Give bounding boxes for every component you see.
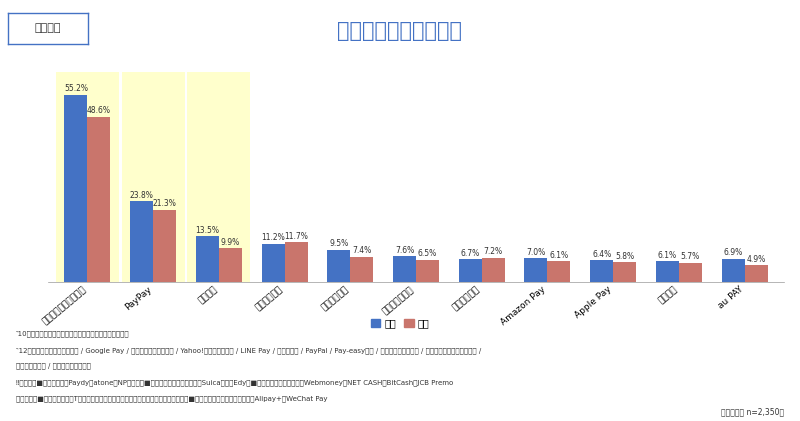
Text: ‶10位までの決済手段を表示（同率の場合はすべて表示）: ‶10位までの決済手段を表示（同率の場合はすべて表示） <box>16 330 130 337</box>
Text: 5.8%: 5.8% <box>615 252 634 261</box>
Bar <box>656 261 679 282</box>
Text: 6.7%: 6.7% <box>461 249 480 258</box>
Bar <box>613 262 636 282</box>
Bar <box>722 258 745 282</box>
Text: 4.9%: 4.9% <box>746 255 766 264</box>
Text: 中華系決済 / その他（自由回答）: 中華系決済 / その他（自由回答） <box>16 362 91 369</box>
Bar <box>350 257 374 282</box>
Text: 21.3%: 21.3% <box>153 199 177 208</box>
Text: 7.4%: 7.4% <box>352 246 371 255</box>
Bar <box>187 72 250 282</box>
Text: 9.5%: 9.5% <box>329 239 349 248</box>
Bar <box>679 263 702 282</box>
Text: デジコン: デジコン <box>34 24 62 33</box>
Text: よく利用する決済手段: よく利用する決済手段 <box>338 21 462 41</box>
Text: 7.6%: 7.6% <box>395 245 414 255</box>
Text: 55.2%: 55.2% <box>64 84 88 93</box>
Text: 6.9%: 6.9% <box>723 248 742 257</box>
Legend: 男性, 女性: 男性, 女性 <box>367 314 433 332</box>
Bar <box>482 258 505 282</box>
Text: 11.2%: 11.2% <box>261 233 285 242</box>
Bar <box>416 260 439 282</box>
Bar <box>590 260 613 282</box>
Bar <box>130 201 153 282</box>
Bar <box>219 248 242 282</box>
Text: 6.1%: 6.1% <box>550 250 569 260</box>
Text: 6.1%: 6.1% <box>658 250 677 260</box>
Text: 13.5%: 13.5% <box>195 226 219 234</box>
Bar <box>153 210 176 282</box>
Text: 5.7%: 5.7% <box>681 252 700 261</box>
Bar <box>285 242 307 282</box>
Text: ‶12位以降の選択肢：口座振替 / Google Pay / プリペイドカード決済 / Yahoo!ウォレット決済 / LINE Pay / 後払い決済 / P: ‶12位以降の選択肢：口座振替 / Google Pay / プリペイドカード決… <box>16 347 482 354</box>
Text: ‼各内訳　■後払い決済：Paydy、atone、NP後払い　■電子マネー決済：モバイルSuica、楽天Edy　■プリペイドカード決済：Webmoney、NET : ‼各内訳 ■後払い決済：Paydy、atone、NP後払い ■電子マネー決済：モ… <box>16 379 454 386</box>
Bar <box>196 236 219 282</box>
Bar <box>262 244 285 282</box>
Text: 7.0%: 7.0% <box>526 248 546 257</box>
Bar <box>327 250 350 282</box>
Text: 6.5%: 6.5% <box>418 249 437 258</box>
Text: 23.8%: 23.8% <box>130 191 154 200</box>
Bar <box>393 256 416 282</box>
Text: 9.9%: 9.9% <box>221 238 240 247</box>
Bar <box>745 265 767 282</box>
Bar <box>122 72 185 282</box>
Text: （複数選択 n=2,350）: （複数選択 n=2,350） <box>721 408 784 417</box>
Bar <box>525 258 547 282</box>
Bar <box>458 259 482 282</box>
Bar <box>547 261 570 282</box>
Text: 7.2%: 7.2% <box>484 247 502 256</box>
Bar <box>56 72 119 282</box>
Bar <box>87 117 110 282</box>
Text: 11.7%: 11.7% <box>284 232 308 241</box>
Bar <box>65 95 87 282</box>
Text: 48.6%: 48.6% <box>87 107 111 115</box>
Text: ■ポイント決済：Tポイントプログラム、永久不滅ポイント、ネットマイル　■中華系決済：銀貜ネット決済、Alipay+、WeChat Pay: ■ポイント決済：Tポイントプログラム、永久不滅ポイント、ネットマイル ■中華系決… <box>16 396 327 402</box>
Text: 6.4%: 6.4% <box>592 250 611 258</box>
